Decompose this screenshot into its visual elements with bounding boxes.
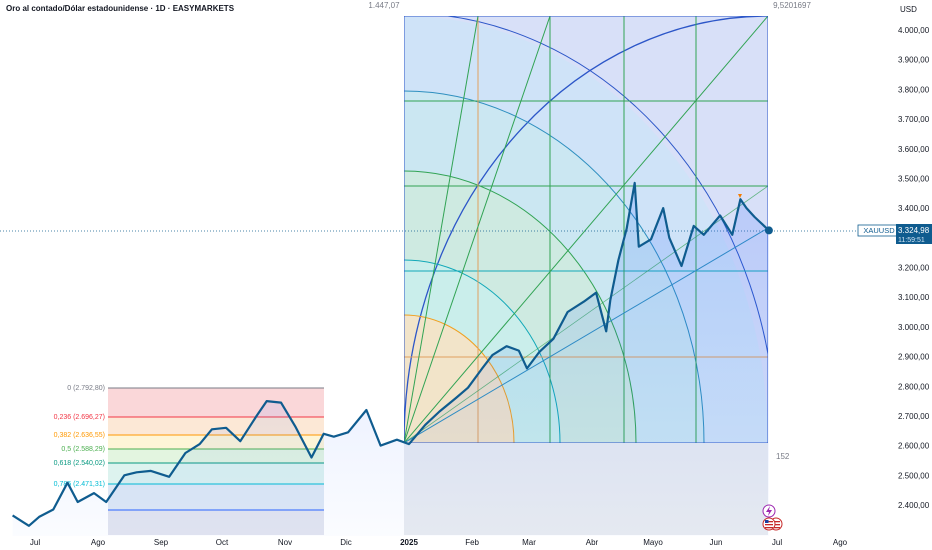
y-tick-label: 3.600,00 — [898, 145, 930, 154]
x-axis[interactable]: Jul Ago Sep Oct Nov Dic 2025 Feb Mar Abr Mayo Jun Ju… — [30, 538, 848, 547]
price-line[interactable] — [12, 181, 770, 527]
x-tick-label: Ago — [91, 538, 106, 547]
y-tick-label: 2.800,00 — [898, 382, 930, 391]
y-tick-label: 2.500,00 — [898, 471, 930, 480]
x-tick-label: Mayo — [643, 538, 663, 547]
x-tick-label: 2025 — [400, 538, 418, 547]
y-tick-label: 2.900,00 — [898, 353, 930, 362]
x-tick-label: Sep — [154, 538, 169, 547]
y-tick-label: 3.700,00 — [898, 115, 930, 124]
x-tick-label: Abr — [586, 538, 599, 547]
price-tag-symbol: XAUUSD — [863, 226, 895, 235]
x-tick-label: Nov — [278, 538, 292, 547]
y-axis[interactable]: 2.400,00 2.500,00 2.600,00 2.700,00 2.800,00… — [898, 26, 930, 510]
y-tick-label: 2.400,00 — [898, 501, 930, 510]
x-tick-label: Dic — [340, 538, 352, 547]
price-tag-value: 3.324,98 — [898, 226, 930, 235]
fib-label-0236: 0,236 (2.696,27) — [54, 414, 105, 421]
y-tick-label: 3.100,00 — [898, 293, 930, 302]
y-tick-label: 4.000,00 — [898, 26, 930, 35]
x-tick-label: Feb — [465, 538, 479, 547]
fib-label-0786: 0,786 (2.471,31) — [54, 481, 105, 488]
x-tick-label: Oct — [216, 538, 229, 547]
fib-label-0382: 0,382 (2.636,55) — [54, 432, 105, 439]
price-area — [12, 182, 769, 536]
y-tick-label: 3.200,00 — [898, 264, 930, 273]
price-tag-countdown: 11:59:51 — [898, 237, 925, 244]
gann-top-right-label: 9,5201697 — [773, 1, 811, 10]
fib-label-0618: 0,618 (2.540,02) — [54, 460, 105, 467]
chart-title: Oro al contado/Dólar estadounidense · 1D… — [6, 4, 235, 13]
y-tick-label: 2.700,00 — [898, 412, 930, 421]
gann-top-left-label: 1.447,07 — [368, 1, 400, 10]
last-price-dot — [764, 226, 773, 235]
y-axis-unit: USD — [900, 5, 917, 14]
x-tick-label: Ago — [833, 538, 848, 547]
us-flag-event-icon[interactable] — [762, 517, 783, 531]
gann-bottom-right-label: 152 — [776, 452, 790, 461]
high-marker-icon — [738, 194, 742, 198]
y-tick-label: 3.000,00 — [898, 323, 930, 332]
y-tick-label: 2.600,00 — [898, 442, 930, 451]
fib-label-0: 0 (2.792,80) — [67, 385, 105, 392]
lightning-event-icon[interactable] — [762, 504, 776, 518]
fib-label-05: 0,5 (2.588,29) — [61, 446, 105, 453]
x-tick-label: Mar — [522, 538, 536, 547]
y-tick-label: 3.400,00 — [898, 204, 930, 213]
y-tick-label: 3.900,00 — [898, 56, 930, 65]
x-tick-label: Jul — [30, 538, 40, 547]
y-tick-label: 3.500,00 — [898, 174, 930, 183]
x-tick-label: Jul — [772, 538, 782, 547]
price-tag: XAUUSD 3.324,98 11:59:51 — [857, 224, 932, 244]
x-tick-label: Jun — [710, 538, 723, 547]
y-tick-label: 3.800,00 — [898, 85, 930, 94]
